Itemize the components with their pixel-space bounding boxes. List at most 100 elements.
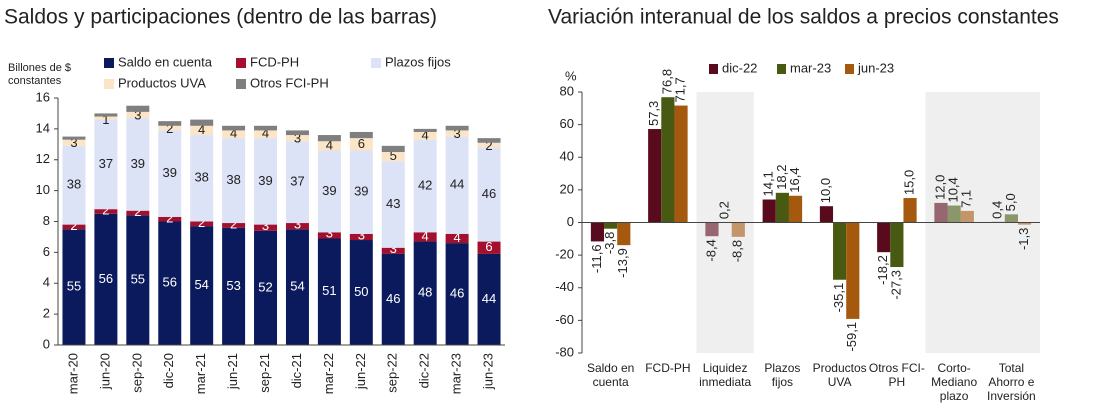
bar-segment	[158, 130, 182, 217]
x-tick-label: Liquidez inmediata	[699, 361, 752, 389]
bar	[833, 222, 847, 280]
data-label: -18,2	[875, 255, 890, 285]
bar-segment	[445, 136, 469, 234]
bar-segment	[158, 221, 182, 345]
data-label: 0,4	[990, 201, 1005, 219]
bar-segment	[254, 138, 278, 225]
bar	[775, 192, 789, 223]
legend-label: Otros FCI-PH	[250, 75, 329, 90]
data-label: 2	[102, 203, 109, 218]
bar-segment	[317, 150, 341, 233]
bar-segment	[190, 135, 214, 222]
y-tick-label: 14	[36, 120, 50, 135]
x-tick-label: Productos UVA	[812, 361, 867, 389]
bar-segment	[413, 232, 437, 242]
data-label: 4	[198, 122, 205, 137]
x-tick-label: mar-20	[65, 353, 80, 394]
bar-segment	[126, 215, 150, 345]
y-tick-label: 20	[560, 181, 574, 196]
bar-segment	[445, 243, 469, 345]
data-label: 4	[422, 127, 429, 142]
bar-segment	[62, 139, 86, 146]
chart-title: Variación interanual de los saldos a pre…	[548, 6, 1059, 29]
data-label: 2	[134, 204, 141, 219]
data-label: 4	[230, 126, 237, 141]
x-tick-label: Total Ahorro e Inversión	[987, 361, 1036, 403]
bar-segment	[413, 128, 437, 132]
bar-segment	[349, 150, 373, 234]
bar-segment	[62, 136, 86, 140]
legend-label: jun-23	[857, 60, 894, 75]
y-tick-label: 80	[560, 83, 574, 98]
bar-segment	[285, 141, 309, 224]
bar-segment	[254, 125, 278, 131]
bar	[617, 222, 631, 246]
legend-label: FCD-PH	[250, 54, 299, 69]
bar-segment	[62, 145, 86, 225]
data-label: 37	[290, 174, 304, 189]
data-label: 4	[262, 126, 269, 141]
bar	[590, 222, 605, 242]
bar	[1017, 222, 1032, 225]
data-label: 38	[226, 172, 240, 187]
bar-segment	[190, 226, 214, 345]
bar	[846, 222, 860, 319]
data-label: 39	[131, 156, 145, 171]
data-label: 2	[166, 121, 173, 136]
bar	[674, 105, 688, 223]
data-label: 54	[290, 279, 304, 294]
data-label: 56	[163, 275, 177, 290]
bar-segment	[158, 216, 182, 222]
y-axis-label: Billones de $ constantes	[8, 62, 71, 87]
data-label: 4	[326, 137, 333, 152]
data-label: 48	[418, 285, 432, 300]
data-label: 6	[358, 136, 365, 151]
data-label: 76,8	[659, 69, 674, 94]
bar	[705, 222, 719, 237]
bar-segment	[158, 125, 182, 131]
y-axis-label: %	[565, 68, 577, 83]
bar	[960, 210, 974, 223]
data-label: 10,4	[946, 177, 961, 202]
legend-swatch	[709, 64, 718, 74]
bar	[890, 222, 904, 268]
data-label: 71,7	[672, 77, 687, 102]
x-tick-label: jun-20	[97, 353, 112, 390]
data-label: 46	[450, 285, 464, 300]
bar	[877, 222, 891, 253]
data-label: 44	[450, 177, 464, 192]
bar-segment	[254, 224, 278, 231]
bar-segment	[190, 119, 214, 126]
bar-segment	[158, 121, 182, 126]
bar-segment	[413, 139, 437, 233]
data-label: 43	[386, 196, 400, 211]
legend-label: Productos UVA	[118, 75, 206, 90]
chart-title: Saldos y participaciones (dentro de las …	[4, 6, 437, 29]
data-label: 3	[294, 216, 301, 231]
bar-segment	[94, 116, 118, 120]
bar-segment	[445, 125, 469, 131]
data-label: 18,2	[774, 164, 789, 189]
bar	[604, 222, 618, 229]
bar-segment	[317, 232, 341, 239]
data-label: 1	[102, 112, 109, 127]
bar	[934, 202, 948, 223]
bar	[1004, 214, 1018, 223]
x-tick-label: jun-22	[353, 353, 368, 390]
data-label: 54	[194, 277, 208, 292]
data-label: 55	[131, 272, 145, 287]
bar-segment	[94, 213, 118, 345]
x-tick-label: sep-22	[385, 353, 400, 393]
x-tick-label: Plazos fijos	[764, 361, 801, 389]
legend-swatch	[104, 79, 114, 89]
data-label: 7,1	[959, 190, 974, 208]
bar-segment	[317, 238, 341, 345]
data-label: 2	[230, 216, 237, 231]
bar-segment	[477, 253, 501, 345]
bar-segment	[62, 224, 86, 230]
x-tick-label: Saldo en cuenta	[586, 361, 635, 389]
data-label: 5	[390, 148, 397, 163]
y-tick-label: 16	[36, 89, 50, 104]
